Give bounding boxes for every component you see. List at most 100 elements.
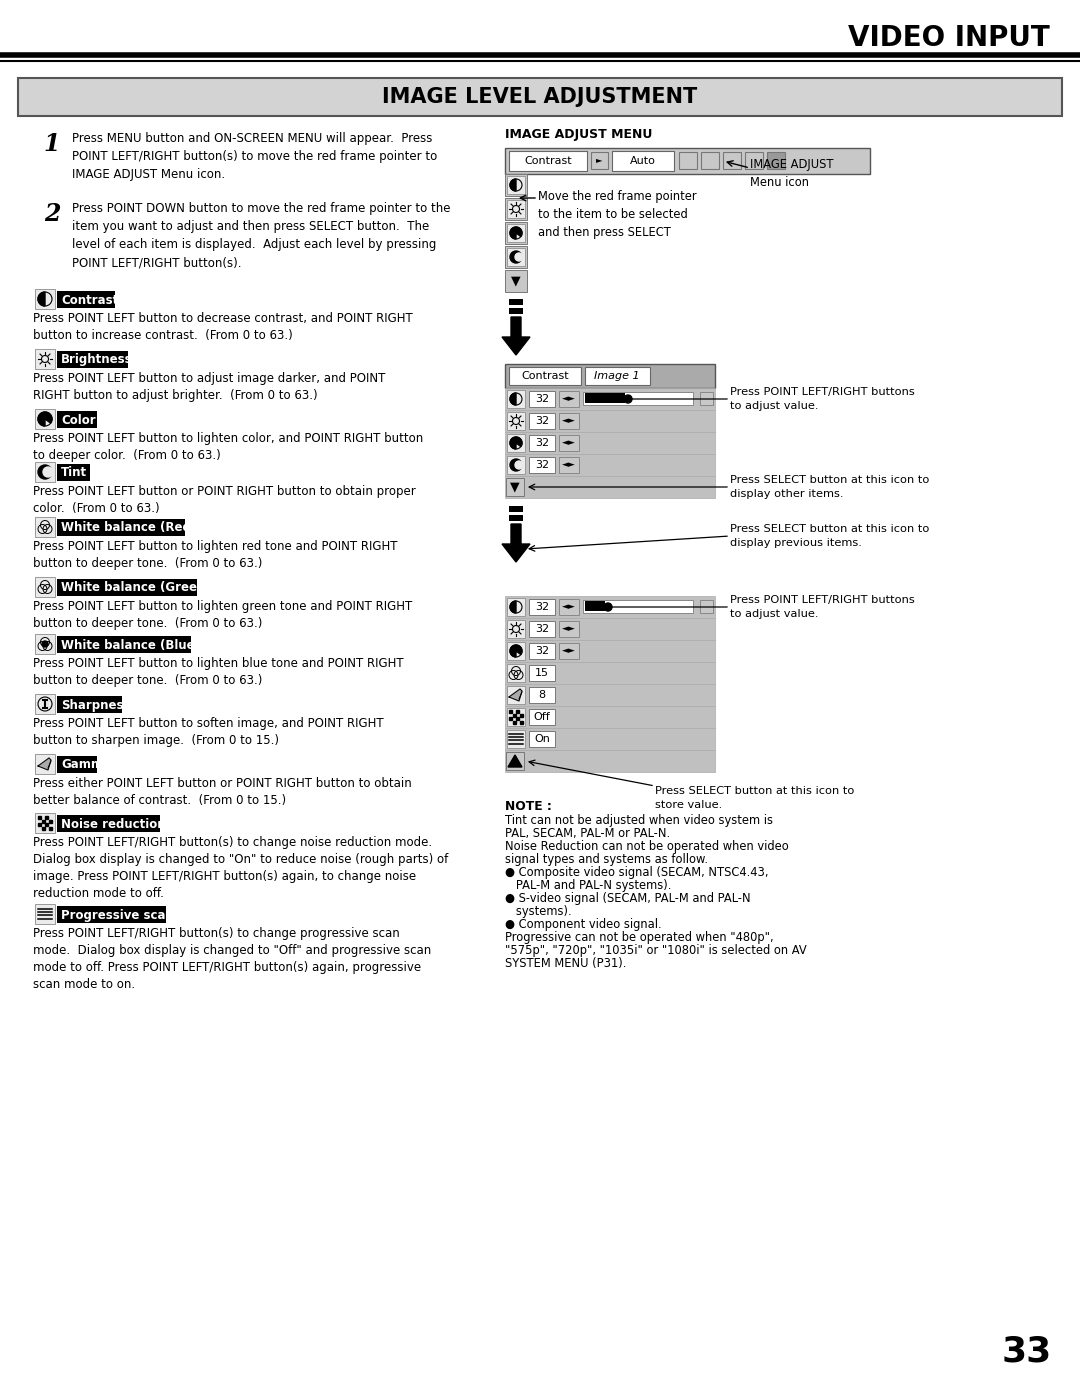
- Bar: [559, 391, 579, 407]
- Bar: [529, 414, 555, 429]
- Text: Auto: Auto: [630, 156, 656, 166]
- Text: signal types and systems as follow.: signal types and systems as follow.: [505, 854, 708, 866]
- Text: VIDEO INPUT: VIDEO INPUT: [848, 24, 1050, 52]
- Bar: [529, 622, 555, 637]
- Bar: [41, 827, 44, 830]
- Bar: [559, 414, 579, 429]
- Bar: [505, 454, 715, 476]
- Bar: [505, 685, 715, 705]
- Bar: [559, 643, 579, 659]
- Polygon shape: [510, 179, 516, 191]
- Text: Off: Off: [534, 712, 551, 722]
- Bar: [507, 412, 525, 430]
- Bar: [509, 151, 588, 170]
- Bar: [701, 152, 719, 169]
- Text: Tint can not be adjusted when video system is: Tint can not be adjusted when video syst…: [505, 814, 773, 827]
- Bar: [516, 710, 519, 712]
- Text: ◄►: ◄►: [562, 624, 576, 633]
- Text: 32: 32: [535, 439, 549, 448]
- Bar: [57, 696, 122, 712]
- Bar: [505, 222, 527, 244]
- Text: ◄►: ◄►: [562, 394, 576, 404]
- Bar: [583, 393, 693, 405]
- Polygon shape: [510, 226, 522, 239]
- Circle shape: [510, 251, 522, 263]
- Bar: [529, 710, 555, 725]
- Bar: [35, 409, 55, 429]
- Text: Press POINT LEFT button to lighten color, and POINT RIGHT button
to deeper color: Press POINT LEFT button to lighten color…: [33, 432, 423, 462]
- Polygon shape: [38, 412, 52, 426]
- Bar: [509, 307, 523, 314]
- Bar: [559, 434, 579, 451]
- Bar: [505, 476, 715, 497]
- Bar: [505, 662, 715, 685]
- Bar: [35, 577, 55, 597]
- Text: Progressive can not be operated when "480p",: Progressive can not be operated when "48…: [505, 930, 773, 944]
- Bar: [18, 78, 1062, 116]
- Bar: [49, 820, 52, 823]
- Text: Press POINT LEFT button or POINT RIGHT button to obtain proper
color.  (From 0 t: Press POINT LEFT button or POINT RIGHT b…: [33, 485, 416, 515]
- Text: Press POINT LEFT/RIGHT button(s) to change noise reduction mode.
Dialog box disp: Press POINT LEFT/RIGHT button(s) to chan…: [33, 835, 448, 900]
- Bar: [505, 175, 527, 196]
- Bar: [529, 643, 555, 659]
- Bar: [679, 152, 697, 169]
- Bar: [507, 455, 525, 474]
- Bar: [529, 599, 555, 615]
- Bar: [529, 687, 555, 703]
- Bar: [745, 152, 762, 169]
- Bar: [507, 708, 525, 726]
- Text: ◄►: ◄►: [562, 416, 576, 426]
- Bar: [505, 365, 715, 388]
- Bar: [585, 601, 605, 610]
- Bar: [35, 289, 55, 309]
- Bar: [529, 665, 555, 680]
- Text: 2: 2: [44, 203, 60, 226]
- Text: systems).: systems).: [505, 905, 571, 918]
- Bar: [505, 597, 715, 617]
- Bar: [509, 515, 523, 521]
- Text: ● Composite video signal (SECAM, NTSC4.43,: ● Composite video signal (SECAM, NTSC4.4…: [505, 866, 769, 879]
- Bar: [507, 390, 525, 408]
- Text: Press MENU button and ON-SCREEN MENU will appear.  Press
POINT LEFT/RIGHT button: Press MENU button and ON-SCREEN MENU wil…: [72, 131, 437, 182]
- Bar: [507, 224, 525, 242]
- Circle shape: [42, 641, 48, 647]
- Text: 8: 8: [539, 690, 545, 700]
- Bar: [507, 664, 525, 682]
- Text: 32: 32: [535, 394, 549, 404]
- Bar: [529, 731, 555, 747]
- Bar: [505, 409, 715, 432]
- Text: IMAGE ADJUST
Menu icon: IMAGE ADJUST Menu icon: [750, 158, 834, 189]
- Text: Press POINT LEFT/RIGHT button(s) to change progressive scan
mode.  Dialog box di: Press POINT LEFT/RIGHT button(s) to chan…: [33, 928, 431, 990]
- Text: Press POINT LEFT button to decrease contrast, and POINT RIGHT
button to increase: Press POINT LEFT button to decrease cont…: [33, 312, 413, 342]
- Bar: [585, 393, 625, 402]
- Bar: [585, 367, 650, 386]
- Bar: [505, 148, 870, 175]
- Bar: [57, 578, 198, 597]
- Text: Tint: Tint: [60, 467, 87, 479]
- Bar: [507, 598, 525, 616]
- Text: Move the red frame pointer
to the item to be selected
and then press SELECT: Move the red frame pointer to the item t…: [538, 190, 697, 239]
- Text: 32: 32: [535, 416, 549, 426]
- Bar: [57, 351, 129, 367]
- Text: Contrast: Contrast: [60, 293, 118, 306]
- Bar: [41, 820, 44, 823]
- Text: 15: 15: [535, 668, 549, 678]
- Bar: [57, 756, 96, 773]
- Bar: [507, 176, 525, 194]
- Polygon shape: [510, 645, 522, 657]
- Bar: [45, 823, 48, 826]
- Text: 33: 33: [1002, 1336, 1052, 1369]
- Text: White balance (Blue): White balance (Blue): [60, 638, 200, 651]
- Polygon shape: [510, 393, 516, 405]
- Text: ◄►: ◄►: [562, 602, 576, 612]
- Text: "575p", "720p", "1035i" or "1080i" is selected on AV: "575p", "720p", "1035i" or "1080i" is se…: [505, 944, 807, 957]
- Bar: [57, 520, 185, 536]
- Bar: [507, 249, 525, 265]
- Text: Press POINT LEFT button to lighten blue tone and POINT RIGHT
button to deeper to: Press POINT LEFT button to lighten blue …: [33, 657, 404, 687]
- Polygon shape: [508, 754, 522, 767]
- Bar: [35, 634, 55, 654]
- Bar: [57, 464, 91, 481]
- Bar: [507, 620, 525, 638]
- Bar: [507, 752, 524, 770]
- Bar: [57, 907, 166, 923]
